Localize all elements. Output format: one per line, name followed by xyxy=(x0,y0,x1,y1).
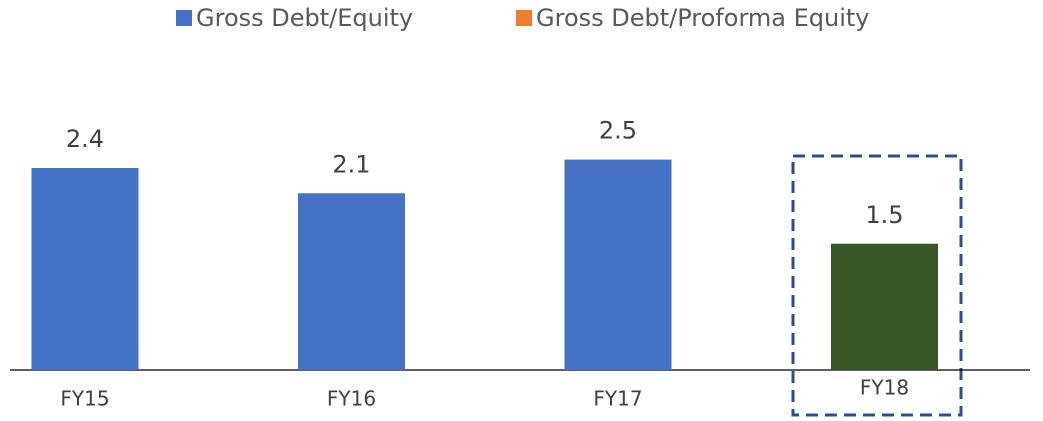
bar xyxy=(31,168,139,370)
legend-swatch xyxy=(516,10,532,26)
legend-label: Gross Debt/Equity xyxy=(196,4,413,32)
x-tick-label: FY16 xyxy=(327,387,376,411)
bar xyxy=(298,193,405,370)
bar xyxy=(564,159,672,370)
value-label: 1.5 xyxy=(865,201,903,229)
x-tick-label: FY18 xyxy=(860,376,909,400)
legend-swatch xyxy=(176,10,192,26)
value-label: 2.1 xyxy=(332,150,370,178)
value-label: 2.5 xyxy=(599,117,637,145)
legend-label: Gross Debt/Proforma Equity xyxy=(536,4,870,32)
highlight-box xyxy=(791,154,963,417)
bar xyxy=(831,243,938,370)
x-tick-label: FY15 xyxy=(60,387,109,411)
x-tick-label: FY17 xyxy=(593,387,642,411)
value-label: 2.4 xyxy=(66,125,104,153)
